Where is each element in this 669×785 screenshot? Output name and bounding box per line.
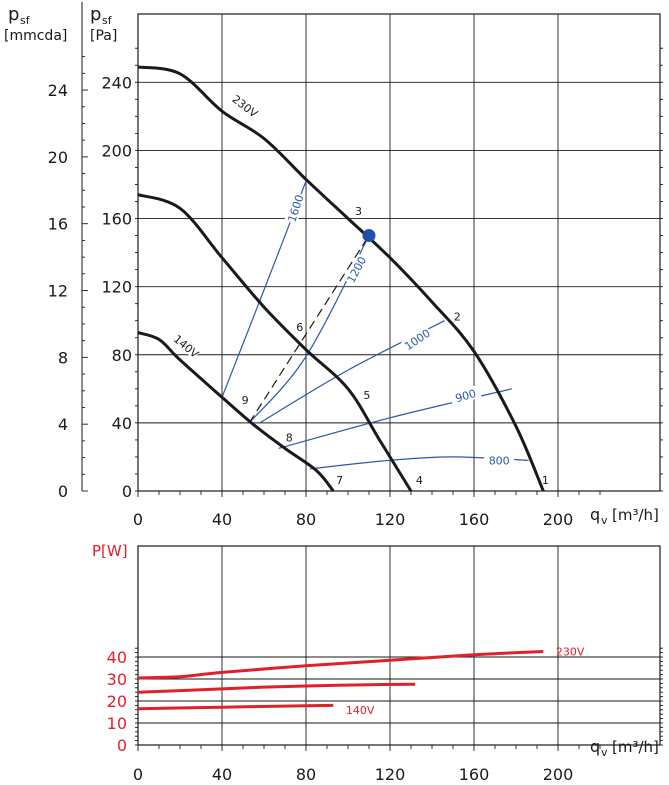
y-left-subscript: sf <box>20 14 31 27</box>
power-plot-frame <box>137 545 661 746</box>
pressure-y-tick-label-pa: 120 <box>101 278 132 297</box>
rpm-label-backdrop <box>400 325 434 353</box>
operating-point-label: 2 <box>454 311 461 324</box>
duty-point-marker <box>362 229 376 243</box>
rpm-label-backdrop <box>284 191 306 225</box>
rpm-curve-900 <box>278 388 512 449</box>
operating-point-label: 9 <box>242 394 249 407</box>
y-right-symbol: p <box>90 4 101 25</box>
fan-curve-3 <box>137 331 335 492</box>
power-x-subscript: v <box>601 746 608 759</box>
curve-label-backdrop <box>230 91 261 119</box>
power-x-tick-label: 40 <box>212 765 232 784</box>
rpm-label-backdrop <box>343 253 369 286</box>
power-x-tick-label: 0 <box>133 765 143 784</box>
power-axis-labels: P[W] q v [m³/h] <box>92 542 659 759</box>
power-curve-label-230V: 230V <box>556 646 585 659</box>
x-axis-unit: [m³/h] <box>612 506 659 524</box>
system-curve-dashed <box>248 235 370 424</box>
pressure-y-tick-label-mmcda: 24 <box>48 81 68 100</box>
x-axis-symbol: q <box>590 505 600 524</box>
rpm-label-1600: 1600 <box>285 193 306 224</box>
power-curve-2 <box>137 682 416 694</box>
power-x-tick-label: 120 <box>375 765 406 784</box>
power-grid <box>137 545 661 746</box>
pressure-y-tick-label-pa: 40 <box>112 414 132 433</box>
pressure-y-tick-label-pa: 240 <box>101 73 132 92</box>
pressure-x-tick-label: 80 <box>296 510 316 529</box>
power-y-label: P[W] <box>92 542 128 560</box>
operating-point-label: 5 <box>363 389 370 402</box>
operating-point-label: 4 <box>416 474 423 487</box>
power-x-tick-label: 160 <box>459 765 490 784</box>
pressure-ticks: 0 40 80 120 160 20004080120160200240048121620… <box>48 47 663 529</box>
power-curves <box>137 650 544 711</box>
pressure-chart: p sf [mmcda] p sf [Pa] q v [m³/h] 0 40 80 1… <box>4 2 663 529</box>
rpm-label-backdrop <box>449 384 482 406</box>
curve-label-backdrop <box>172 331 202 360</box>
power-x-tick-label: 80 <box>296 765 316 784</box>
power-y-tick-label: 20 <box>107 692 127 711</box>
pressure-x-tick-label: 120 <box>375 510 406 529</box>
power-y-tick-label: 40 <box>107 648 127 667</box>
operating-point-label: 3 <box>355 205 362 218</box>
pressure-y-tick-label-pa: 0 <box>122 482 132 501</box>
x-axis-subscript: v <box>601 514 608 527</box>
rpm-label-backdrop <box>484 453 515 467</box>
pressure-y-tick-label-mmcda: 8 <box>58 348 68 367</box>
operating-point-label: 8 <box>286 432 293 445</box>
power-curve-1 <box>137 650 544 680</box>
power-y-tick-label: 30 <box>107 670 127 689</box>
power-curve-label-140V: 140V <box>346 704 375 717</box>
pressure-y-tick-label-mmcda: 12 <box>48 282 68 301</box>
fan-curves <box>137 65 545 492</box>
pressure-y-tick-label-pa: 80 <box>112 346 132 365</box>
curve-label-230V: 230V <box>230 93 261 121</box>
fan-curve-1 <box>137 65 545 492</box>
operating-point-label: 1 <box>542 474 549 487</box>
y-left-symbol: p <box>8 4 19 25</box>
pressure-y-tick-label-mmcda: 20 <box>48 148 68 167</box>
power-annotations: 230V 140V <box>346 646 585 717</box>
fan-curve-2 <box>137 193 413 492</box>
y-left-unit: [mmcda] <box>4 28 67 44</box>
pressure-grid <box>81 2 661 492</box>
power-curve-3 <box>137 703 334 711</box>
pressure-y-tick-label-mmcda: 16 <box>48 215 68 234</box>
pressure-x-tick-label: 160 <box>459 510 490 529</box>
power-ticks: 0 40 80 120 160 200 0 10 20 30 40 <box>107 647 663 784</box>
rpm-label-1200: 1200 <box>345 254 370 285</box>
operating-point-label: 7 <box>336 474 343 487</box>
pressure-y-tick-label-pa: 200 <box>101 141 132 160</box>
power-chart: P[W] q v [m³/h] 0 40 80 120 160 200010203040 … <box>92 542 663 784</box>
pressure-axis-labels: p sf [mmcda] p sf [Pa] q v [m³/h] <box>4 4 659 527</box>
power-x-unit: [m³/h] <box>612 738 659 756</box>
pressure-y-tick-label-pa: 160 <box>101 210 132 229</box>
rpm-label-800: 800 <box>489 454 510 467</box>
pressure-x-tick-label: 0 <box>133 510 143 529</box>
operating-point-label: 6 <box>296 321 303 334</box>
power-x-symbol: q <box>590 737 600 756</box>
y-right-unit: [Pa] <box>90 28 117 44</box>
pressure-y-tick-label-mmcda: 4 <box>58 415 68 434</box>
pressure-x-tick-label: 200 <box>543 510 574 529</box>
power-y-tick-label: 0 <box>117 736 127 755</box>
y-right-subscript: sf <box>102 14 113 27</box>
pressure-y-tick-label-mmcda: 0 <box>58 482 68 501</box>
power-y-tick-label: 10 <box>107 714 127 733</box>
pressure-x-tick-label: 40 <box>212 510 232 529</box>
power-x-tick-label: 200 <box>543 765 574 784</box>
rpm-label-900: 900 <box>454 387 478 405</box>
